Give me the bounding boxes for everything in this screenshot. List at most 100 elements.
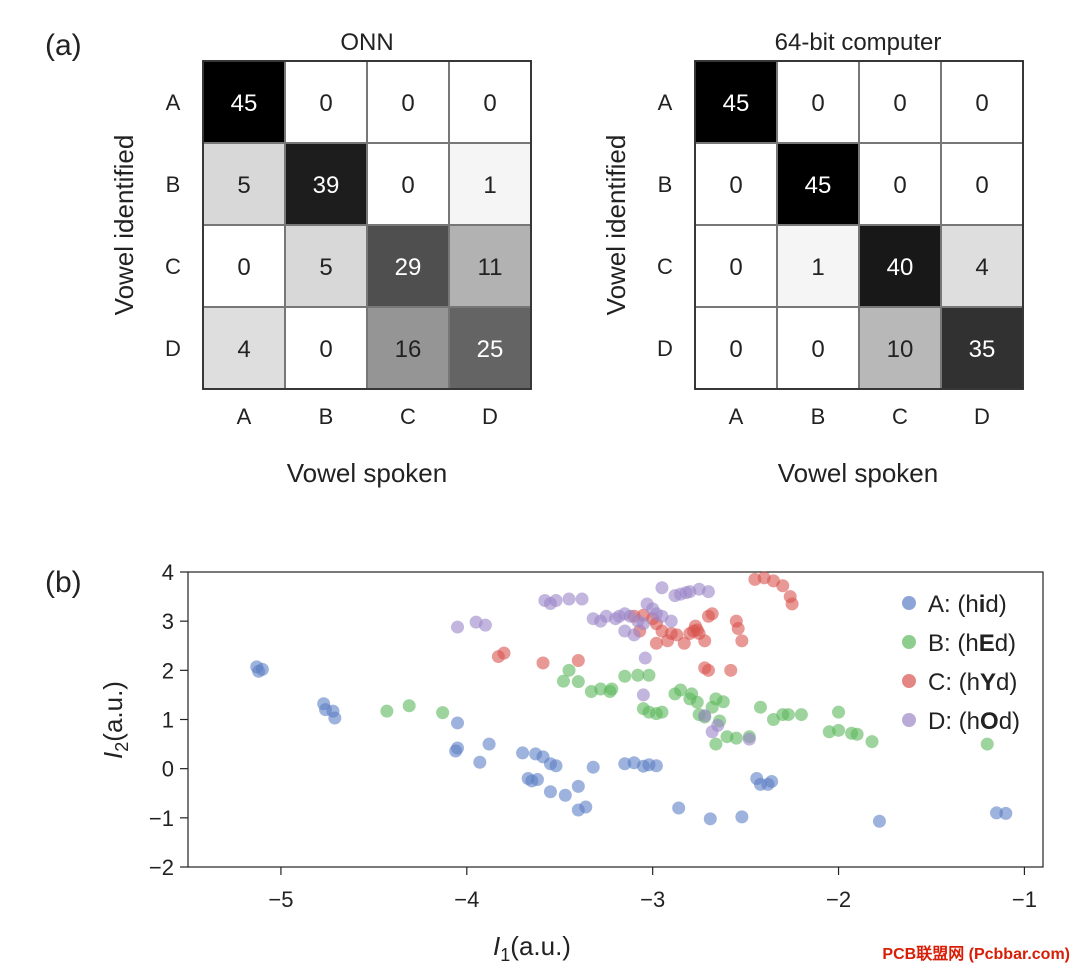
scatter-point-2-30 <box>785 597 799 611</box>
x-tick-B: B <box>319 404 334 429</box>
cell-value-B-C: 0 <box>893 172 906 199</box>
scatter-point-1-10 <box>618 669 632 683</box>
cell-D-D <box>940 306 1024 390</box>
scatter-point-0-21 <box>558 788 572 802</box>
y-tick-C: C <box>657 254 673 279</box>
scatter-point-3-36 <box>618 624 632 638</box>
cell-D-B <box>284 306 368 390</box>
scatter-point-1-15 <box>642 705 656 719</box>
scatter-point-0-19 <box>530 772 544 786</box>
scatter-point-3-7 <box>575 592 589 606</box>
scatter-point-2-32 <box>661 634 675 648</box>
scatter-point-2-24 <box>735 634 749 648</box>
cell-value-D-C: 16 <box>395 336 422 363</box>
legend-marker-2 <box>902 674 916 688</box>
matrix-frame <box>202 60 532 390</box>
cell-value-B-A: 5 <box>237 172 250 199</box>
cell-value-A-A: 45 <box>723 90 750 117</box>
x-tick-C: C <box>400 404 416 429</box>
cell-value-D-B: 0 <box>319 336 332 363</box>
panel-label-b: (b) <box>45 566 82 599</box>
cell-value-D-A: 4 <box>237 336 250 363</box>
y-tick-label-0: 0 <box>162 757 174 782</box>
cell-value-D-D: 35 <box>969 336 996 363</box>
cell-value-B-B: 39 <box>313 172 340 199</box>
cell-value-A-C: 0 <box>401 90 414 117</box>
cell-value-C-C: 40 <box>887 254 914 281</box>
scatter-point-0-11 <box>473 755 487 769</box>
cell-C-B <box>284 224 368 308</box>
legend-label-3: D: (hOd) <box>928 708 1020 735</box>
scatter-point-2-10 <box>670 628 684 642</box>
scatter-point-2-31 <box>677 636 691 650</box>
cell-value-D-D: 25 <box>477 336 504 363</box>
scatter-point-2-16 <box>698 634 712 648</box>
x-tick-label--1: −1 <box>1012 887 1037 912</box>
cell-value-C-B: 1 <box>811 254 824 281</box>
scatter-point-1-35 <box>781 708 795 722</box>
chart-title-64bit: 64-bit computer <box>775 29 942 56</box>
cell-D-A <box>694 306 778 390</box>
scatter-point-0-25 <box>586 760 600 774</box>
scatter-point-0-16 <box>549 759 563 773</box>
scatter-point-0-32 <box>703 812 717 826</box>
cell-value-C-D: 11 <box>478 254 503 281</box>
x-axis-label-onn: Vowel spoken <box>287 458 447 488</box>
scatter-point-1-18 <box>674 683 688 697</box>
scatter-point-0-38 <box>872 814 886 828</box>
scatter-plot: −5 −4 −3 −2 −1 −2 −1 0 1 2 3 4 A: (hid) B: (hEd) C: … <box>98 560 1044 965</box>
cell-C-C <box>858 224 942 308</box>
scatter-point-2-21 <box>724 663 738 677</box>
chart-title-onn: ONN <box>340 29 393 56</box>
confusion-matrix-onn: ONN 45 0 0 0 5 39 0 1 0 5 29 11 4 0 16 25 A B C D A B C D Vow… <box>109 29 532 488</box>
scatter-point-2-18 <box>705 607 719 621</box>
cell-C-D <box>448 224 532 308</box>
scatter-point-0-2 <box>252 664 266 678</box>
scatter-point-0-9 <box>451 716 465 730</box>
scatter-point-1-42 <box>865 735 879 749</box>
y-axis-label-onn: Vowel identified <box>109 135 139 316</box>
scatter-point-1-3 <box>556 674 570 688</box>
scatter-point-1-38 <box>832 723 846 737</box>
scatter-point-3-34 <box>742 732 756 746</box>
y-tick-label-1: 1 <box>162 708 174 733</box>
cell-B-D <box>448 142 532 226</box>
cell-D-B <box>776 306 860 390</box>
scatter-point-1-36 <box>794 708 808 722</box>
x-tick-C: C <box>892 404 908 429</box>
legend-label-1: B: (hEd) <box>928 630 1016 657</box>
scatter-point-1-41 <box>850 727 864 741</box>
x-tick-D: D <box>974 404 990 429</box>
y-tick-C: C <box>165 254 181 279</box>
cell-value-D-C: 10 <box>887 336 914 363</box>
scatter-point-1-1 <box>402 699 416 713</box>
y-tick-label--2: −2 <box>149 855 174 880</box>
scatter-point-1-5 <box>571 675 585 689</box>
scatter-point-3-29 <box>638 651 652 665</box>
scatter-point-3-5 <box>549 594 563 608</box>
y-tick-A: A <box>166 90 181 115</box>
cell-value-C-B: 5 <box>319 254 332 281</box>
cell-value-A-B: 0 <box>319 90 332 117</box>
scatter-point-1-21 <box>690 695 704 709</box>
y-tick-label-3: 3 <box>162 609 174 634</box>
scatter-point-2-23 <box>731 622 745 636</box>
cell-value-D-B: 0 <box>811 336 824 363</box>
x-axis-label-64bit: Vowel spoken <box>778 458 938 488</box>
scatter-point-3-28 <box>655 581 669 595</box>
y-tick-B: B <box>658 172 673 197</box>
y-tick-D: D <box>165 336 181 361</box>
y-tick-A: A <box>658 90 673 115</box>
cell-A-B <box>284 60 368 144</box>
scatter-point-1-39 <box>832 705 846 719</box>
scatter-point-2-20 <box>701 663 715 677</box>
cell-value-C-C: 29 <box>395 254 422 281</box>
cell-value-A-A: 45 <box>231 90 258 117</box>
cell-value-B-C: 0 <box>401 172 414 199</box>
legend-marker-3 <box>902 713 916 727</box>
cell-D-D <box>448 306 532 390</box>
scatter-point-1-43 <box>980 737 994 751</box>
cell-value-B-B: 45 <box>805 172 832 199</box>
